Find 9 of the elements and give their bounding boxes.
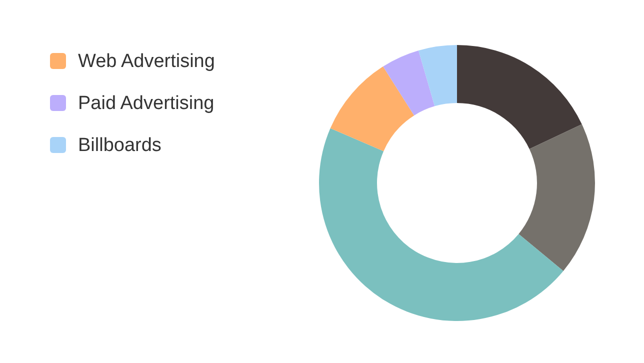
donut-slice: [330, 66, 414, 152]
donut-slice: [319, 128, 564, 321]
legend-label: Web Advertising: [78, 51, 215, 72]
donut-slice: [418, 45, 457, 106]
legend-label: Paid Advertising: [78, 93, 214, 114]
donut-slice: [518, 124, 595, 271]
legend-label: Billboards: [78, 135, 162, 156]
donut-slice: [457, 45, 582, 149]
donut-slice: [383, 50, 435, 116]
